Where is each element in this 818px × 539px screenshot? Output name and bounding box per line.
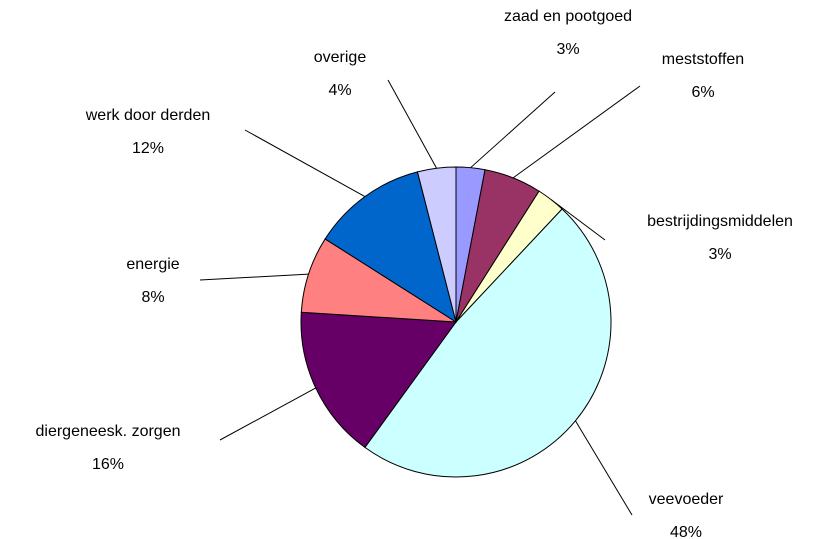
slice-value-label: 6% [691, 84, 714, 101]
slice-label: energie [126, 256, 179, 273]
slice-label: veevoeder [649, 491, 724, 508]
slice-value-label: 16% [92, 456, 124, 473]
slice-label: werk door derden [85, 107, 211, 124]
leader-line [512, 85, 641, 179]
leader-line [470, 91, 556, 169]
leader-line [387, 79, 438, 169]
slice-value-label: 12% [132, 140, 164, 157]
leader-line [199, 273, 309, 281]
slice-label: zaad en pootgoed [504, 8, 632, 25]
slice-value-label: 48% [670, 524, 702, 539]
leader-line [219, 387, 316, 441]
slice-value-label: 3% [708, 246, 731, 263]
leader-line [575, 420, 633, 516]
slice-label: bestrijdingsmiddelen [647, 213, 793, 230]
slice-value-label: 8% [141, 289, 164, 306]
slice-label: diergeneesk. zorgen [36, 423, 181, 440]
leader-line [550, 199, 606, 241]
slice-value-label: 3% [556, 41, 579, 58]
slice-label: meststoffen [662, 51, 744, 68]
slice-value-label: 4% [328, 82, 351, 99]
slice-label: overige [314, 49, 367, 66]
leader-line [244, 129, 366, 198]
pie-slice [416, 166, 457, 323]
pie-slice [324, 171, 457, 324]
